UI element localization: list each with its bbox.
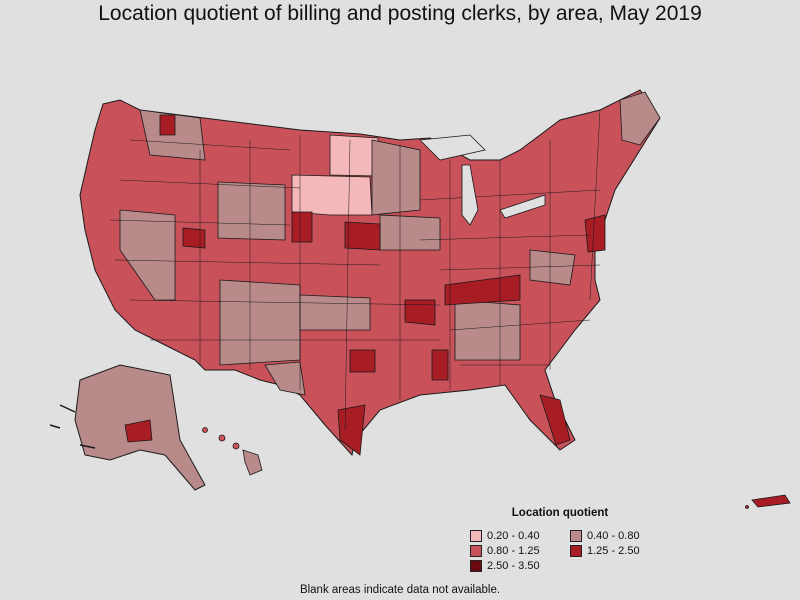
legend-swatch [470, 560, 482, 572]
legend-swatch [470, 530, 482, 542]
area-utah-hotspot [182, 227, 206, 249]
area-new-mexico [219, 279, 301, 366]
area-oklahoma-west [299, 294, 371, 331]
area-north-dakota-east [329, 134, 379, 177]
area-iowa [379, 214, 441, 251]
legend-label: 0.80 - 1.25 [487, 545, 540, 557]
legend-swatch [470, 545, 482, 557]
area-maine [619, 91, 661, 146]
footnote: Blank areas indicate data not available. [299, 584, 501, 596]
alaska-hotspot [124, 419, 153, 443]
legend-swatch [570, 530, 582, 542]
area-boundaries [109, 109, 601, 431]
legend-title: Location quotient [511, 507, 609, 519]
area-dakotas [291, 174, 373, 216]
legend-label: 2.50 - 3.50 [487, 560, 540, 572]
area-east-coast-hotspot [584, 214, 606, 253]
lake-erie [499, 194, 546, 219]
area-arkansas-hotspot [404, 299, 436, 326]
area-florida-hotspot [539, 394, 571, 446]
area-mississippi-hotspot [431, 349, 449, 381]
area-virginia-wv [529, 249, 576, 286]
area-east-texas-hotspot [349, 349, 376, 373]
area-nebraska-hotspot [344, 221, 381, 251]
area-wyoming [217, 181, 286, 241]
legend-swatch [570, 545, 582, 557]
area-texas-west [264, 361, 306, 396]
area-minnesota [371, 139, 421, 216]
area-washington-hotspot [159, 114, 176, 136]
legend-item-2-50-3-50: 2.50 - 3.50 [470, 559, 570, 573]
legend-item-0-40-0-80: 0.40 - 0.80 [570, 529, 670, 543]
legend-label: 1.25 - 2.50 [587, 545, 640, 557]
hawaii-islands [202, 427, 263, 476]
legend-label: 0.20 - 0.40 [487, 530, 540, 542]
lake-michigan [461, 164, 479, 226]
area-nevada [119, 209, 176, 301]
area-south-central [454, 299, 521, 361]
legend-item-1-25-2-50: 1.25 - 2.50 [570, 544, 670, 558]
area-tennessee-hotspot [444, 274, 521, 306]
legend-item-0-20-0-40: 0.20 - 0.40 [470, 529, 570, 543]
area-colorado-hotspot [291, 211, 313, 243]
alaska-aleutians [49, 404, 96, 449]
lake-superior [419, 134, 486, 161]
area-texas-gulf-hotspot [337, 404, 366, 456]
legend-label: 0.40 - 0.80 [587, 530, 640, 542]
map-legend: Location quotient 0.20 - 0.40 0.40 - 0.8… [470, 507, 670, 573]
map-title: Location quotient of billing and posting… [98, 2, 702, 25]
legend-item-0-80-1-25: 0.80 - 1.25 [470, 544, 570, 558]
puerto-rico [745, 494, 791, 509]
